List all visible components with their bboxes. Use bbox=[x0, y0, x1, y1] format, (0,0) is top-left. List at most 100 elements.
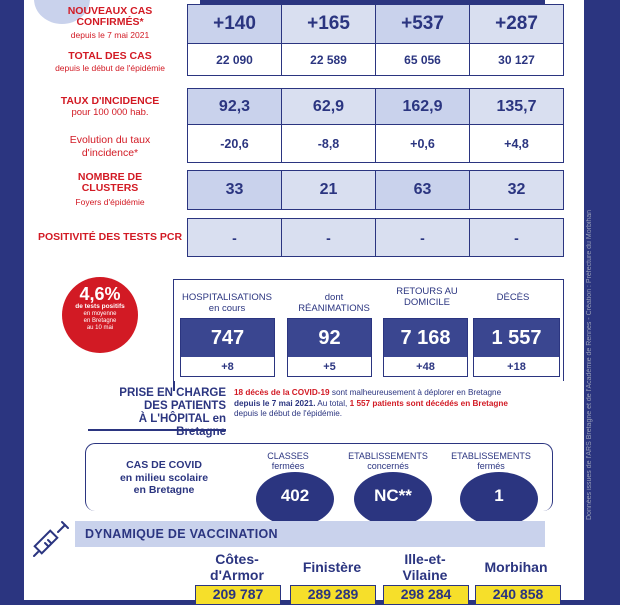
school-head-0-l2: fermées bbox=[271, 461, 305, 471]
hosp-box-3: 1 557 +18 bbox=[473, 318, 560, 377]
vacc-value-2: 298 284 bbox=[383, 585, 469, 605]
hospital-note-text2: Au total, bbox=[315, 398, 350, 408]
hospital-note-bold2: depuis le 7 mai 2021. bbox=[234, 398, 316, 408]
dept-3-l1: Morbihan bbox=[484, 559, 548, 575]
school-head-2-l2: fermés bbox=[477, 461, 505, 471]
positivity-line3: en Bretagne bbox=[83, 318, 117, 324]
hospital-note-line3: depuis le début de l'épidémie. bbox=[234, 409, 343, 418]
hospital-title-underline bbox=[88, 429, 226, 431]
clusters-label: NOMBRE DE CLUSTERS bbox=[77, 171, 143, 194]
positivity-line4: au 10 mai bbox=[86, 325, 114, 331]
hosp-value: 747 bbox=[181, 319, 274, 357]
nouveaux-cas-title: NOUVEAUX CAS CONFIRMÉS* bbox=[67, 5, 153, 28]
school-value-0: 402 bbox=[256, 472, 334, 526]
clusters-cell: 33 bbox=[188, 171, 281, 209]
total-cas-row: 22 090 22 589 65 056 30 127 bbox=[187, 44, 564, 76]
hosp-header-1: dont RÉANIMATIONS bbox=[284, 292, 384, 314]
hosp-value: 92 bbox=[288, 319, 371, 357]
evolution-row: -20,6 -8,8 +0,6 +4,8 bbox=[187, 125, 564, 163]
taux-row: 92,3 62,9 162,9 135,7 bbox=[187, 88, 564, 125]
hosp-header-2: RETOURS AU DOMICILE bbox=[377, 286, 477, 308]
positivity-value: 4,6% bbox=[79, 284, 121, 304]
total-cas-label: TOTAL DES CAS bbox=[68, 50, 152, 62]
dept-label-1: Finistère bbox=[287, 559, 377, 575]
dept-1-l1: Finistère bbox=[302, 559, 362, 575]
nouveaux-cas-label: NOUVEAUX CAS CONFIRMÉS* bbox=[40, 6, 180, 28]
school-value-1: NC** bbox=[354, 472, 432, 526]
vacc-value-0: 209 787 bbox=[195, 585, 281, 605]
hospital-block-frame bbox=[173, 279, 564, 381]
dept-2-l2: Vilaine bbox=[402, 567, 448, 583]
dept-0-l2: d'Armor bbox=[210, 567, 264, 583]
clusters-cell: 32 bbox=[469, 171, 563, 209]
pcr-cell: - bbox=[469, 219, 563, 256]
positivity-line2: en moyenne bbox=[83, 311, 117, 317]
hosp-value: 7 168 bbox=[384, 319, 467, 357]
nouveaux-cas-cell: +140 bbox=[188, 5, 281, 43]
hospital-note-line1: 18 décès de la COVID-19 sont malheureuse… bbox=[234, 388, 554, 399]
nouveaux-cas-sub: depuis le 7 mai 2021 bbox=[70, 30, 150, 40]
hospital-title: PRISE EN CHARGE DES PATIENTS À L'HÔPITAL… bbox=[88, 387, 226, 439]
hosp-value: 1 557 bbox=[474, 319, 559, 357]
hospital-title-vline bbox=[173, 381, 175, 391]
hosp-header-3: DÉCÈS bbox=[468, 292, 558, 303]
nouveaux-cas-row: +140 +165 +537 +287 bbox=[187, 4, 564, 44]
school-title: CAS DE COVID en milieu scolaire en Breta… bbox=[98, 459, 230, 497]
evolution-cell: +0,6 bbox=[375, 125, 469, 162]
hosp-header-2-l2: DOMICILE bbox=[404, 297, 450, 308]
total-cas-cell: 65 056 bbox=[375, 44, 469, 75]
vacc-value-3: 240 858 bbox=[475, 585, 561, 605]
dept-0-l1: Côtes- bbox=[215, 551, 259, 567]
hosp-delta: +48 bbox=[384, 357, 467, 376]
evolution-cell: +4,8 bbox=[469, 125, 563, 162]
dept-label-0: Côtes-d'Armor bbox=[192, 551, 282, 583]
taux-cell: 92,3 bbox=[188, 89, 281, 124]
taux-cell: 162,9 bbox=[375, 89, 469, 124]
hosp-box-2: 7 168 +48 bbox=[383, 318, 468, 377]
hospital-title-l2: DES PATIENTS bbox=[144, 400, 226, 412]
hospital-note-text1: sont malheureusement à déplorer en Breta… bbox=[329, 388, 502, 397]
hospital-note-red1: 18 décès de la COVID-19 bbox=[234, 388, 330, 397]
school-value-2: 1 bbox=[460, 472, 538, 526]
taux-cell: 62,9 bbox=[281, 89, 375, 124]
school-head-1-l1: ETABLISSEMENTS bbox=[348, 451, 428, 461]
top-header-bar bbox=[200, 0, 545, 5]
hosp-header-0-l1: HOSPITALISATIONS bbox=[182, 292, 272, 303]
hosp-box-1: 92 +5 bbox=[287, 318, 372, 377]
pcr-cell: - bbox=[375, 219, 469, 256]
taux-label: TAUX D'INCIDENCE bbox=[60, 95, 160, 107]
vacc-value-1: 289 289 bbox=[290, 585, 376, 605]
pcr-row: - - - - bbox=[187, 218, 564, 257]
hosp-header-0-l2: en cours bbox=[208, 303, 246, 314]
positivity-line1: de tests positifs bbox=[75, 303, 125, 310]
syringe-icon bbox=[32, 518, 72, 558]
positivity-circle: 4,6% de tests positifs en moyenne en Bre… bbox=[62, 277, 138, 353]
total-cas-cell: 22 589 bbox=[281, 44, 375, 75]
dept-label-3: Morbihan bbox=[471, 559, 561, 575]
school-head-2: ETABLISSEMENTS fermés bbox=[446, 451, 536, 471]
nouveaux-cas-cell: +537 bbox=[375, 5, 469, 43]
school-head-0-l1: CLASSES bbox=[267, 451, 309, 461]
school-block-frame bbox=[85, 443, 553, 511]
hospital-note-line2: depuis le 7 mai 2021. Au total, 1 557 pa… bbox=[234, 399, 554, 410]
nouveaux-cas-cell: +287 bbox=[469, 5, 563, 43]
hospital-title-l1: PRISE EN CHARGE bbox=[119, 387, 226, 399]
school-head-1: ETABLISSEMENTS concernés bbox=[343, 451, 433, 471]
taux-sub: pour 100 000 hab. bbox=[71, 107, 149, 118]
clusters-sub: Foyers d'épidémie bbox=[75, 197, 145, 207]
total-cas-cell: 30 127 bbox=[469, 44, 563, 75]
hosp-delta: +18 bbox=[474, 357, 559, 376]
school-title-l1: CAS DE COVID bbox=[126, 459, 202, 471]
dept-label-2: Ille-et- Vilaine bbox=[380, 551, 470, 583]
clusters-cell: 63 bbox=[375, 171, 469, 209]
hosp-delta: +8 bbox=[181, 357, 274, 376]
pcr-cell: - bbox=[281, 219, 375, 256]
hosp-box-0: 747 +8 bbox=[180, 318, 275, 377]
hospital-note: 18 décès de la COVID-19 sont malheureuse… bbox=[234, 388, 554, 420]
clusters-row: 33 21 63 32 bbox=[187, 170, 564, 210]
hosp-header-1-l2: RÉANIMATIONS bbox=[298, 303, 370, 314]
hosp-delta: +5 bbox=[288, 357, 371, 376]
school-title-l2: en milieu scolaire bbox=[119, 471, 209, 484]
vaccination-title: DYNAMIQUE DE VACCINATION bbox=[75, 521, 545, 547]
dept-2-l1: Ille-et- bbox=[404, 551, 446, 567]
